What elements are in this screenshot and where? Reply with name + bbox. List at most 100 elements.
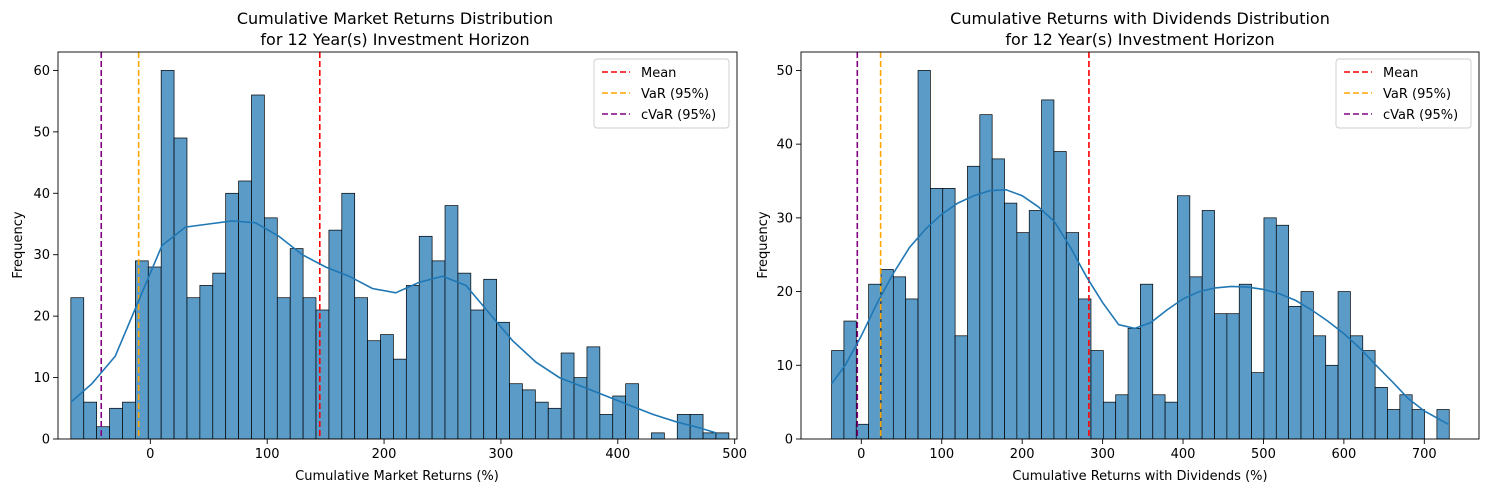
y-tick-label: 0 <box>42 433 50 448</box>
histogram-bar <box>1140 283 1154 440</box>
histogram-bar <box>70 297 85 440</box>
kde-curve <box>830 188 1449 426</box>
histogram-bar <box>702 432 717 440</box>
x-tick-label: 200 <box>1010 447 1035 462</box>
histogram-bar <box>509 383 523 440</box>
x-tick-label: 200 <box>372 447 397 462</box>
histogram-bar <box>83 401 98 440</box>
y-axis-label: Frequency <box>11 211 26 278</box>
x-tick-label: 500 <box>722 447 747 462</box>
y-tick-label: 30 <box>33 248 50 263</box>
histogram-bar <box>496 321 510 440</box>
histogram-bar <box>1189 276 1203 440</box>
histogram-bar <box>1399 394 1413 440</box>
legend-cvar-label: cVaR (95%) <box>641 108 716 123</box>
y-tick-label: 40 <box>33 187 50 202</box>
x-axis-ticks: 0 100 200 300 400 500 600 700 <box>857 439 1437 462</box>
histogram-bar <box>238 180 252 440</box>
histogram-bar <box>560 352 575 440</box>
x-axis-ticks: 0 100 200 300 400 500 <box>146 439 747 462</box>
x-tick-label: 100 <box>255 447 280 462</box>
y-tick-label: 30 <box>776 211 793 226</box>
histogram-bar <box>1028 210 1042 440</box>
legend-box <box>1335 58 1472 129</box>
histogram-bar <box>1263 217 1277 440</box>
y-tick-label: 10 <box>33 371 50 386</box>
histogram-bar <box>905 298 919 440</box>
histogram-bar <box>1127 328 1141 440</box>
y-tick-label: 50 <box>33 125 50 140</box>
dividend-returns-histogram: Cumulative Returns with Dividends Distri… <box>756 9 1480 484</box>
histogram-bar <box>315 309 330 440</box>
histogram-bar <box>289 248 304 440</box>
histogram-bar <box>522 389 536 440</box>
histogram-bar <box>1164 401 1178 440</box>
legend: Mean VaR (95%) cVaR (95%) <box>593 58 730 129</box>
histogram-bar <box>892 276 907 440</box>
reference-lines <box>856 52 1090 439</box>
histogram-bar <box>380 334 394 440</box>
histogram-bar <box>109 407 123 440</box>
histogram-bar <box>173 137 188 440</box>
x-tick-label: 300 <box>1090 447 1115 462</box>
reference-lines <box>100 52 321 439</box>
histogram-bar <box>1152 394 1166 440</box>
histogram-bar <box>225 192 239 440</box>
histogram-bar <box>264 217 278 440</box>
y-tick-label: 50 <box>776 64 793 79</box>
histogram-bar <box>599 414 614 440</box>
histogram-bar <box>1016 232 1030 440</box>
x-tick-label: 400 <box>605 447 630 462</box>
histogram-bar <box>942 188 956 440</box>
histogram-bar <box>930 188 944 440</box>
histogram-bar <box>1313 335 1327 440</box>
histogram-bar <box>967 165 981 440</box>
y-tick-label: 40 <box>776 138 793 153</box>
histogram-bar <box>1251 372 1265 440</box>
histogram-bar <box>1411 409 1425 440</box>
histogram-bar <box>855 423 869 440</box>
y-tick-label: 20 <box>33 310 50 325</box>
histogram-bar <box>1004 202 1018 440</box>
legend-mean-label: Mean <box>641 66 676 81</box>
histogram-bar <box>1177 195 1191 440</box>
histogram-bar <box>147 266 162 440</box>
histogram-bar <box>831 350 845 440</box>
histogram-bar <box>1374 387 1388 440</box>
chart-title-line-1: Cumulative Returns with Dividends Distri… <box>950 9 1330 28</box>
histogram-bar <box>328 229 343 440</box>
y-axis-ticks: 0 10 20 30 40 50 <box>776 64 801 448</box>
histogram-bar <box>199 285 214 440</box>
x-tick-label: 0 <box>146 447 154 462</box>
market-returns-histogram: Cumulative Market Returns Distribution f… <box>11 9 747 484</box>
histogram-bar <box>1238 283 1252 440</box>
histogram-bar <box>470 309 485 440</box>
histogram-bar <box>676 414 691 440</box>
x-tick-label: 700 <box>1412 447 1437 462</box>
histogram-bar <box>186 297 201 440</box>
kde-curve <box>70 220 717 434</box>
histogram-bar <box>302 297 317 440</box>
histogram-bar <box>1362 350 1376 440</box>
legend-mean-label: Mean <box>1383 66 1418 81</box>
histogram-bar <box>1115 394 1129 440</box>
y-tick-label: 20 <box>776 285 793 300</box>
chart-title-line-1: Cumulative Market Returns Distribution <box>237 9 553 28</box>
histogram-bar <box>1226 313 1240 440</box>
histogram-bar <box>1053 151 1067 440</box>
y-tick-label: 60 <box>33 64 50 79</box>
histogram-bar <box>1041 99 1055 440</box>
legend-box <box>593 58 730 129</box>
histogram-bar <box>251 94 265 440</box>
histogram-bar <box>96 426 110 440</box>
histogram-bar <box>1350 335 1364 440</box>
legend: Mean VaR (95%) cVaR (95%) <box>1335 58 1472 129</box>
histogram-bar <box>457 272 472 440</box>
x-axis-label: Cumulative Market Returns (%) <box>295 469 499 484</box>
histogram-bar <box>1325 364 1339 440</box>
histogram-bar <box>534 401 549 440</box>
x-tick-label: 100 <box>929 447 954 462</box>
histogram-bar <box>418 235 433 440</box>
histogram-bar <box>1387 409 1401 440</box>
